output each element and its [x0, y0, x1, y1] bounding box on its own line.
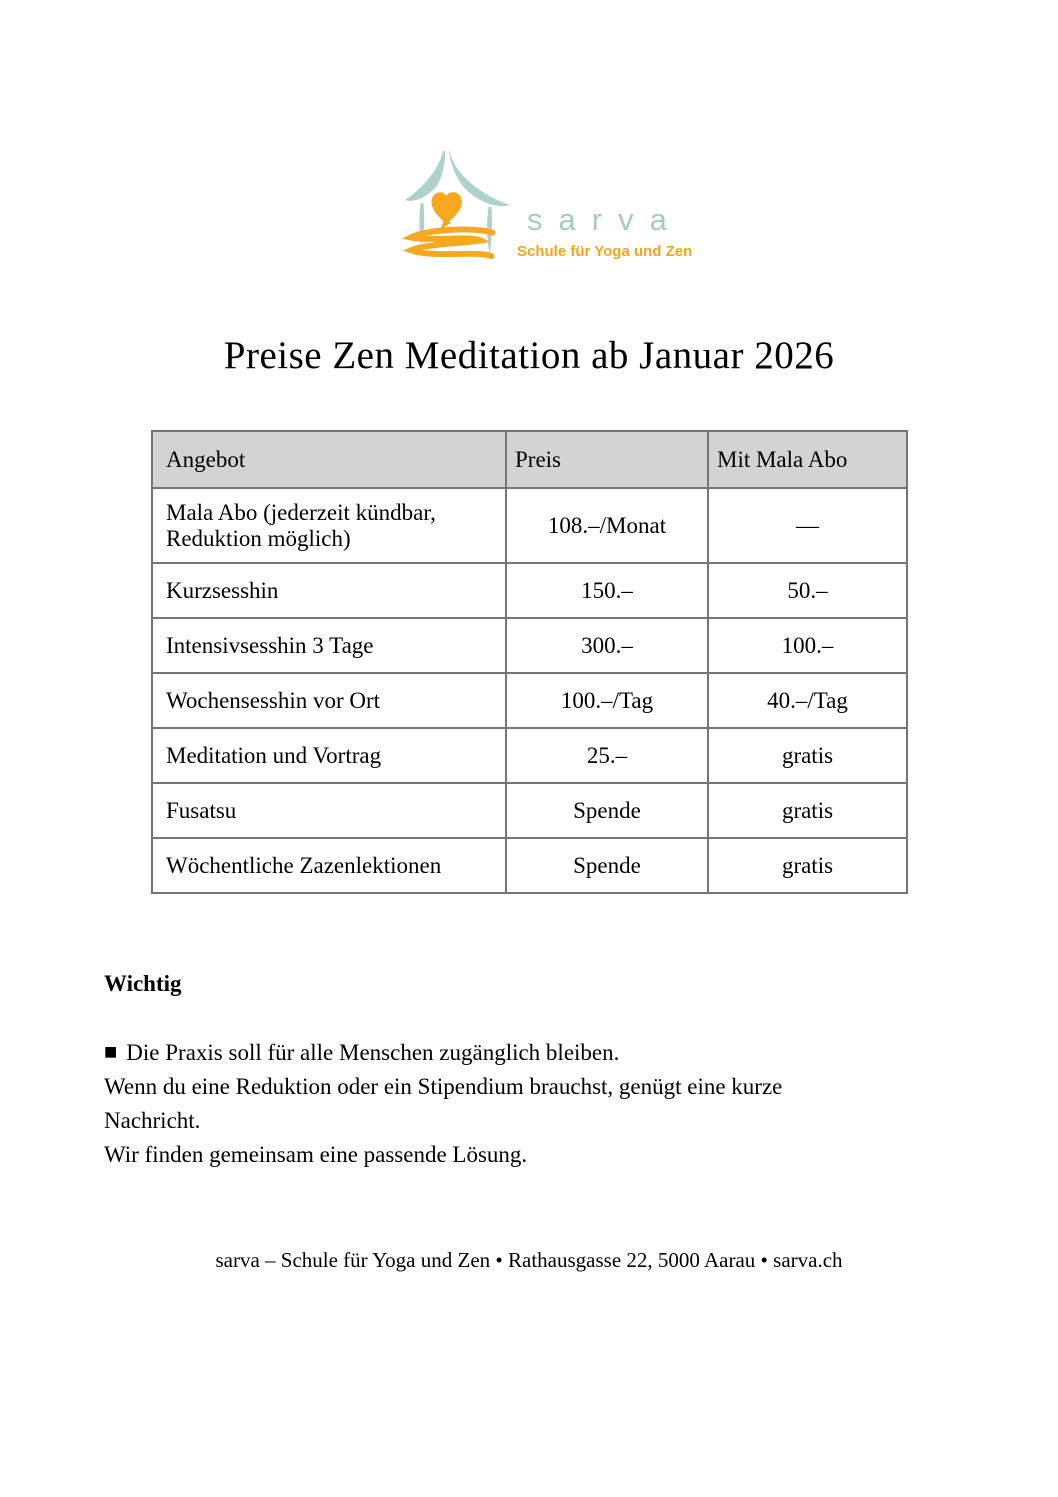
- table-row: Wochensesshin vor Ort 100.–/Tag 40.–/Tag: [151, 672, 908, 729]
- cell-angebot: Fusatsu: [151, 782, 507, 839]
- cell-preis: Spende: [505, 782, 709, 839]
- wichtig-line-4: Wir finden gemeinsam eine passende Lösun…: [104, 1142, 528, 1167]
- table-row: Intensivsesshin 3 Tage 300.– 100.–: [151, 617, 908, 674]
- header-mit-mala-abo: Mit Mala Abo: [707, 430, 908, 489]
- wichtig-line-3: Nachricht.: [104, 1108, 201, 1133]
- roof-right-stroke: [449, 150, 511, 207]
- cell-angebot: Intensivsesshin 3 Tage: [151, 617, 507, 674]
- swirl-stroke: [401, 226, 496, 260]
- roof-left-stroke: [404, 150, 446, 201]
- cell-mala: 100.–: [707, 617, 908, 674]
- cell-mala: gratis: [707, 782, 908, 839]
- wichtig-line-1-text: Die Praxis soll für alle Menschen zugäng…: [126, 1040, 620, 1065]
- cell-preis: 300.–: [505, 617, 709, 674]
- table-header-row: Angebot Preis Mit Mala Abo: [151, 430, 908, 489]
- logo-tagline: Schule für Yoga und Zen: [517, 243, 693, 260]
- cell-angebot: Wöchentliche Zazenlektionen: [151, 837, 507, 894]
- cell-angebot: Kurzsesshin: [151, 562, 507, 619]
- cell-preis: 150.–: [505, 562, 709, 619]
- cell-angebot: Meditation und Vortrag: [151, 727, 507, 784]
- table-row: Kurzsesshin 150.– 50.–: [151, 562, 908, 619]
- wichtig-line-2: Wenn du eine Reduktion oder ein Stipendi…: [104, 1074, 783, 1099]
- wichtig-line-1: ■ Die Praxis soll für alle Menschen zugän…: [104, 1036, 924, 1070]
- cell-mala: —: [707, 487, 908, 564]
- square-bullet-icon: ■: [104, 1039, 118, 1064]
- wichtig-heading: Wichtig: [104, 971, 182, 996]
- heart-tail: [440, 218, 452, 230]
- logo-text-block: sarva Schule für Yoga und Zen: [517, 203, 692, 261]
- heart-shape: [431, 192, 462, 224]
- price-table: Angebot Preis Mit Mala Abo Mala Abo (jed…: [151, 430, 908, 894]
- logo-wordmark: sarva: [527, 202, 683, 237]
- cell-preis: 25.–: [505, 727, 709, 784]
- header-angebot: Angebot: [151, 430, 507, 489]
- cell-preis: 100.–/Tag: [505, 672, 709, 729]
- cell-mala: gratis: [707, 727, 908, 784]
- table-row: Wöchentliche Zazenlektionen Spende grati…: [151, 837, 908, 894]
- footer-address-line: sarva – Schule für Yoga und Zen • Rathau…: [215, 1248, 843, 1272]
- cell-preis: Spende: [505, 837, 709, 894]
- cell-preis: 108.–/Monat: [505, 487, 709, 564]
- cell-mala: gratis: [707, 837, 908, 894]
- table-row: Meditation und Vortrag 25.– gratis: [151, 727, 908, 784]
- cell-angebot: Mala Abo (jederzeit kündbar, Reduktion m…: [151, 487, 507, 564]
- table-row: Fusatsu Spende gratis: [151, 782, 908, 839]
- wichtig-paragraph: ■ Die Praxis soll für alle Menschen zugän…: [104, 1036, 924, 1172]
- cell-angebot: Wochensesshin vor Ort: [151, 672, 507, 729]
- sarva-logo-icon: [401, 150, 511, 260]
- page-title: Preise Zen Meditation ab Januar 2026: [223, 334, 835, 377]
- table-row: Mala Abo (jederzeit kündbar, Reduktion m…: [151, 487, 908, 564]
- cell-mala: 40.–/Tag: [707, 672, 908, 729]
- cell-mala: 50.–: [707, 562, 908, 619]
- header-preis: Preis: [505, 430, 709, 489]
